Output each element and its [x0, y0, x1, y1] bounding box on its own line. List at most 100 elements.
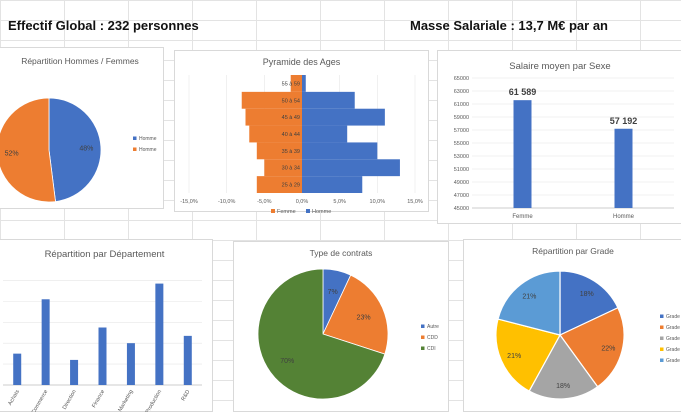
departement-bar-2: [70, 359, 79, 385]
pyramid-category-label: 25 à 29: [282, 183, 300, 189]
pyramid-bar-homme: [302, 176, 363, 193]
salary-tick-label: 61000: [454, 102, 469, 108]
contrats-legend-label-1: CDD: [427, 335, 438, 341]
contrats-legend-label-0: Autre: [427, 324, 439, 330]
pyramid-bar-homme: [302, 125, 348, 143]
grade-data-label-0: 18%: [580, 291, 594, 298]
chart-gender-svg: 48% 52% Homme Homme: [0, 97, 157, 203]
salary-tick-label: 49000: [454, 180, 469, 186]
chart-contrats-panel[interactable]: Type de contrats 7% 23% 70% Autre CDD CDI: [233, 241, 449, 412]
pyramid-bar-homme: [302, 159, 400, 177]
gender-slice-1: [0, 97, 56, 203]
departement-category-label-1: Commerce: [31, 389, 50, 412]
salary-category-label-1: Homme: [613, 214, 635, 220]
pyramid-tick-label: 5,0%: [333, 199, 346, 205]
grade-legend-swatch-1: [660, 325, 664, 329]
salary-tick-label: 45000: [454, 206, 469, 212]
gender-data-label-0: 48%: [79, 146, 93, 153]
pyramid-category-label: 55 à 59: [282, 81, 300, 87]
departement-bar-1: [41, 299, 50, 385]
contrats-legend-swatch-2: [421, 346, 425, 350]
pyramid-tick-label: 15,0%: [407, 199, 423, 205]
grade-slice-3: [495, 318, 561, 392]
pyramid-category-label: 35 à 39: [282, 149, 300, 155]
departement-category-label-2: Direction: [62, 389, 78, 411]
contrats-data-label-2: 70%: [280, 358, 294, 365]
pyramid-bar-homme: [302, 142, 378, 160]
gender-data-label-1: 52%: [5, 150, 19, 157]
contrats-slice-2: [257, 268, 386, 400]
grade-slice-4: [497, 270, 561, 336]
grade-legend-swatch-0: [660, 314, 664, 318]
gender-legend-swatch-1: [133, 147, 137, 151]
chart-gender-panel[interactable]: Répartition Hommes / Femmes 48% 52% Homme H…: [0, 47, 164, 209]
grade-legend-label-2: Grade 3: [666, 336, 681, 342]
pyramid-tick-label: 10,0%: [370, 199, 386, 205]
salary-data-label-1: 57 192: [610, 116, 638, 126]
departement-category-label-0: Achats: [7, 389, 21, 407]
chart-departement-panel[interactable]: Répartition par Département Achats Commer…: [0, 239, 213, 412]
pyramid-tick-label: -5,0%: [257, 199, 271, 205]
chart-pyramid-svg: 25 à 29 30 à 34 35 à 39 40 à 44 45 à 49 50 à …: [180, 75, 423, 215]
pyramid-tick-label: 0,0%: [296, 199, 309, 205]
salary-bar-1: [614, 128, 633, 208]
chart-salary-svg: 45000 47000 49000 51000 53000 55000 57000 59000…: [454, 76, 674, 220]
salary-category-label-0: Femme: [512, 214, 533, 220]
pyramid-bar-femme: [245, 108, 302, 126]
grade-data-label-1: 22%: [601, 345, 615, 352]
contrats-slice-1: [322, 274, 389, 355]
grade-legend-swatch-2: [660, 336, 664, 340]
grade-data-label-2: 18%: [556, 383, 570, 390]
grade-legend-swatch-3: [660, 347, 664, 351]
gender-legend-label-0: Homme: [139, 136, 157, 142]
departement-bar-5: [155, 283, 164, 385]
chart-pyramid-panel[interactable]: Pyramide des Ages 25 à 29 30 à 34 35 à 39 4…: [174, 50, 429, 215]
contrats-legend-swatch-1: [421, 335, 425, 339]
departement-category-label-5: Production: [145, 389, 163, 412]
chart-contrats-svg: 7% 23% 70% Autre CDD CDI: [257, 268, 439, 400]
contrats-data-label-0: 7%: [328, 289, 338, 296]
pyramid-bar-homme: [302, 91, 355, 109]
grade-slice-1: [559, 306, 625, 388]
gender-legend-swatch-0: [133, 136, 137, 140]
contrats-legend-label-2: CDI: [427, 346, 436, 352]
salary-tick-label: 51000: [454, 167, 469, 173]
salary-tick-label: 47000: [454, 193, 469, 199]
pyramid-bar-femme: [249, 125, 302, 143]
chart-salary-panel[interactable]: Salaire moyen par Sexe 45000 47000 49000 51…: [437, 50, 681, 224]
chart-contrats-title: Type de contrats: [309, 248, 373, 258]
departement-category-label-4: Marketing: [117, 389, 134, 412]
pyramid-legend-label-femme: Femme: [277, 209, 296, 215]
salary-tick-label: 59000: [454, 115, 469, 121]
contrats-legend-swatch-0: [421, 324, 425, 328]
chart-pyramid-title: Pyramide des Ages: [262, 57, 341, 67]
pyramid-legend-label-homme: Homme: [312, 209, 331, 215]
salary-tick-label: 65000: [454, 76, 469, 82]
pyramid-bar-femme: [290, 75, 302, 92]
pyramid-bar-homme: [302, 108, 385, 126]
salary-tick-label: 57000: [454, 128, 469, 134]
pyramid-bar-femme: [256, 142, 302, 160]
chart-grade-title: Répartition par Grade: [532, 246, 614, 256]
chart-grade-svg: 18% 22% 18% 21% 21% Grade 1 Grade 2 Grade 3 Grad…: [495, 270, 681, 400]
pyramid-category-label: 40 à 44: [282, 132, 300, 138]
salary-tick-label: 53000: [454, 154, 469, 160]
gender-legend-label-1: Homme: [139, 147, 157, 153]
chart-departement-title: Répartition par Département: [44, 249, 165, 260]
salary-tick-label: 63000: [454, 89, 469, 95]
gender-slice-0: [48, 97, 102, 203]
chart-grade-panel[interactable]: Répartition par Grade 18% 22% 18% 21% 21% Gra…: [463, 239, 681, 412]
grade-legend-swatch-4: [660, 358, 664, 362]
kpi-masse-salariale: Masse Salariale : 13,7 M€ par an: [410, 18, 608, 33]
grade-legend-label-3: Grade 4: [666, 347, 681, 353]
departement-bar-6: [183, 335, 192, 385]
grade-slice-0: [559, 270, 619, 336]
departement-bar-0: [13, 353, 22, 385]
kpi-effectif: Effectif Global : 232 personnes: [8, 18, 199, 33]
grade-legend-label-4: Grade 5: [666, 358, 681, 364]
departement-bar-4: [126, 343, 135, 385]
pyramid-tick-label: -10,0%: [218, 199, 236, 205]
chart-departement-svg: Achats Commerce Direction Finance Marketing P…: [3, 280, 202, 412]
grade-legend-label-0: Grade 1: [666, 314, 681, 320]
grade-data-label-3: 21%: [507, 353, 521, 360]
